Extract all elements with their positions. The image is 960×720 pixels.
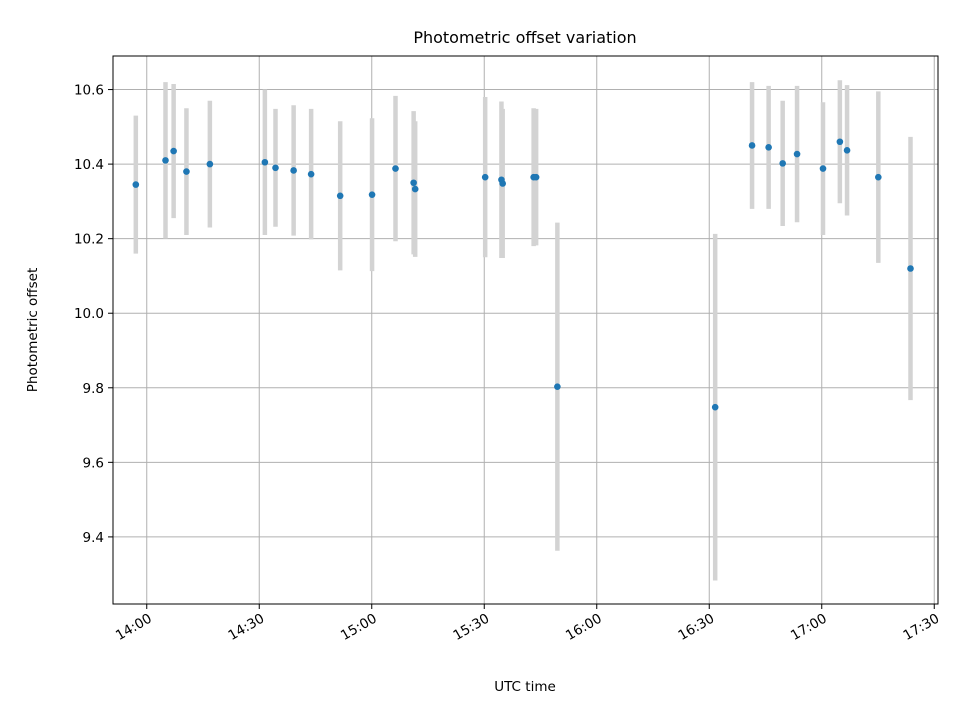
y-tick-label: 10.6: [74, 83, 104, 99]
chart-title: Photometric offset variation: [413, 28, 636, 47]
y-axis-label: Photometric offset: [25, 268, 41, 392]
plot-frame: [112, 55, 939, 605]
x-axis-label: UTC time: [494, 679, 556, 695]
data-point: [836, 138, 844, 146]
data-point: [368, 191, 376, 198]
data-point: [206, 160, 214, 168]
data-point: [532, 173, 540, 181]
y-tick-label: 9.8: [83, 381, 104, 397]
grid-lines: [113, 56, 938, 604]
data-point: [481, 173, 489, 181]
data-point: [410, 179, 417, 187]
y-tick-label: 10.2: [74, 232, 104, 248]
data-point: [307, 170, 315, 178]
data-point: [793, 150, 801, 158]
data-point: [290, 167, 297, 174]
data-point: [411, 185, 419, 193]
data-point: [183, 168, 190, 175]
data-point: [162, 157, 169, 164]
data-point: [261, 158, 269, 166]
data-point: [132, 181, 140, 188]
y-axis-ticks: 9.4 9.6 9.8 10.0 10.2 10.4 10.6: [74, 83, 113, 546]
data-point: [907, 265, 914, 272]
data-point: [711, 403, 719, 411]
data-point: [779, 160, 786, 167]
y-tick-label: 10.4: [74, 157, 104, 173]
data-point: [336, 192, 344, 200]
data-point: [554, 383, 561, 390]
data-point: [392, 165, 399, 172]
y-tick-label: 9.4: [83, 530, 104, 546]
data-point: [765, 144, 772, 151]
data-point: [819, 165, 827, 172]
data-points: [132, 138, 914, 411]
y-tick-label: 9.6: [83, 455, 104, 471]
data-point: [875, 173, 882, 181]
data-point: [748, 142, 756, 149]
data-point: [843, 147, 851, 154]
data-point: [272, 164, 279, 172]
data-point: [499, 180, 506, 187]
y-tick-label: 10.0: [74, 306, 104, 322]
data-point: [170, 147, 177, 155]
